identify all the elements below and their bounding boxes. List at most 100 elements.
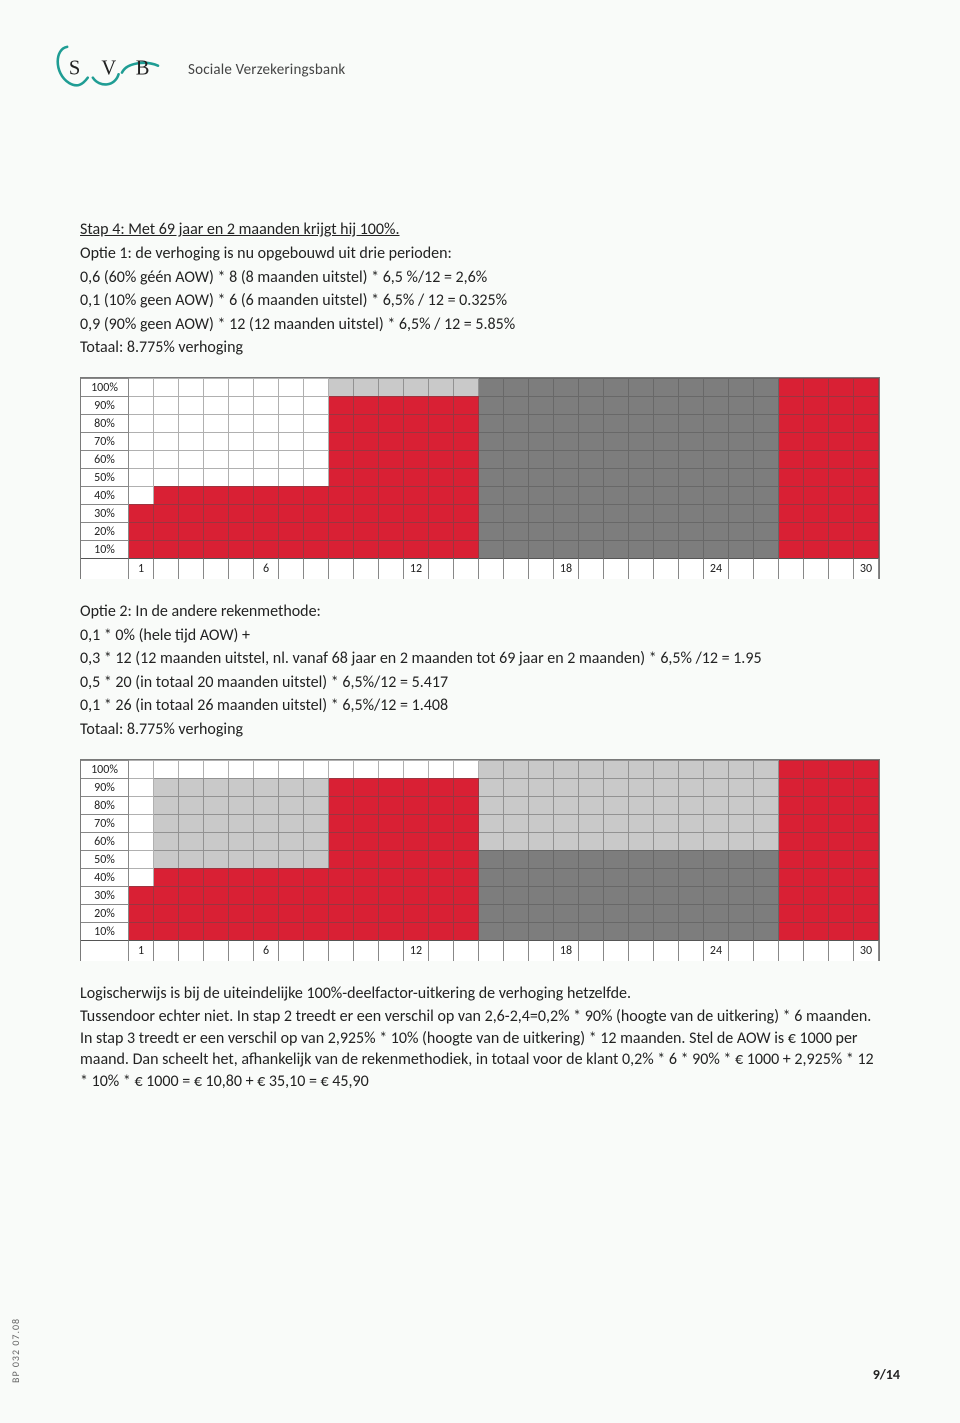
grid-cell (629, 468, 654, 487)
grid-cell (754, 522, 779, 541)
grid-cell (804, 522, 829, 541)
grid-cell (404, 922, 429, 941)
chart-row: 40% (81, 868, 879, 886)
grid-cell (254, 778, 279, 797)
grid-cell (404, 540, 429, 559)
grid-cell (804, 414, 829, 433)
grid-cell (504, 868, 529, 887)
grid-cell (779, 922, 804, 941)
grid-cell (329, 814, 354, 833)
grid-cell (529, 486, 554, 505)
grid-cell (629, 486, 654, 505)
grid-cell (179, 414, 204, 433)
grid-cell (504, 778, 529, 797)
grid-cell (454, 414, 479, 433)
x-axis-label (279, 940, 304, 961)
grid-cell (304, 832, 329, 851)
grid-cell (554, 814, 579, 833)
y-axis-label: 100% (81, 760, 129, 779)
text-line: Optie 2: In de andere rekenmethode: (80, 601, 880, 623)
grid-cell (204, 486, 229, 505)
grid-cell (329, 450, 354, 469)
text-line: 0,5 * 20 (in totaal 20 maanden uitstel) … (80, 672, 880, 694)
grid-cell (304, 904, 329, 923)
grid-cell (154, 904, 179, 923)
grid-cell (354, 432, 379, 451)
y-axis-label: 70% (81, 432, 129, 451)
grid-cell (229, 904, 254, 923)
chart-row: 90% (81, 396, 879, 414)
x-axis-label (429, 940, 454, 961)
grid-cell (679, 760, 704, 779)
grid-cell (279, 468, 304, 487)
grid-cell (554, 778, 579, 797)
grid-cell (404, 814, 429, 833)
grid-cell (554, 450, 579, 469)
grid-cell (579, 850, 604, 869)
text-line: 0,1 * 26 (in totaal 26 maanden uitstel) … (80, 695, 880, 717)
grid-cell (504, 850, 529, 869)
grid-cell (204, 540, 229, 559)
grid-cell (204, 904, 229, 923)
x-axis-label (479, 940, 504, 961)
grid-cell (354, 760, 379, 779)
x-axis-label: 24 (704, 940, 729, 961)
grid-cell (279, 522, 304, 541)
grid-cell (604, 378, 629, 397)
grid-cell (779, 486, 804, 505)
grid-cell (804, 868, 829, 887)
grid-cell (829, 904, 854, 923)
grid-cell (529, 414, 554, 433)
grid-cell (129, 450, 154, 469)
grid-cell (854, 378, 879, 397)
grid-cell (154, 396, 179, 415)
grid-cell (679, 468, 704, 487)
grid-cell (429, 778, 454, 797)
grid-cell (604, 868, 629, 887)
grid-cell (729, 504, 754, 523)
grid-cell (654, 778, 679, 797)
grid-cell (429, 832, 454, 851)
x-axis-label (829, 558, 854, 579)
grid-cell (754, 468, 779, 487)
grid-cell (604, 414, 629, 433)
step4-title: Stap 4: Met 69 jaar en 2 maanden krijgt … (80, 220, 880, 239)
grid-cell (779, 522, 804, 541)
grid-cell (154, 468, 179, 487)
grid-cell (404, 486, 429, 505)
grid-cell (404, 504, 429, 523)
grid-cell (254, 378, 279, 397)
grid-cell (154, 378, 179, 397)
grid-cell (554, 832, 579, 851)
grid-cell (154, 886, 179, 905)
x-axis-label (179, 940, 204, 961)
y-axis-label: 30% (81, 504, 129, 523)
text-line: Logischerwijs is bij de uiteindelijke 10… (80, 983, 880, 1005)
grid-cell (379, 540, 404, 559)
grid-cell (354, 778, 379, 797)
grid-cell (129, 468, 154, 487)
grid-cell (754, 886, 779, 905)
grid-cell (629, 504, 654, 523)
text-line: Optie 1: de verhoging is nu opgebouwd ui… (80, 243, 880, 265)
grid-cell (829, 378, 854, 397)
y-axis-label: 20% (81, 522, 129, 541)
grid-cell (179, 760, 204, 779)
grid-cell (204, 468, 229, 487)
grid-cell (729, 796, 754, 815)
grid-cell (354, 468, 379, 487)
grid-cell (679, 432, 704, 451)
grid-cell (754, 504, 779, 523)
grid-cell (854, 796, 879, 815)
grid-cell (579, 868, 604, 887)
grid-cell (554, 796, 579, 815)
grid-cell (454, 814, 479, 833)
grid-cell (154, 868, 179, 887)
grid-cell (554, 378, 579, 397)
x-axis-label (504, 940, 529, 961)
grid-cell (829, 450, 854, 469)
grid-cell (704, 796, 729, 815)
grid-cell (604, 904, 629, 923)
grid-cell (579, 504, 604, 523)
chart-row: 90% (81, 778, 879, 796)
